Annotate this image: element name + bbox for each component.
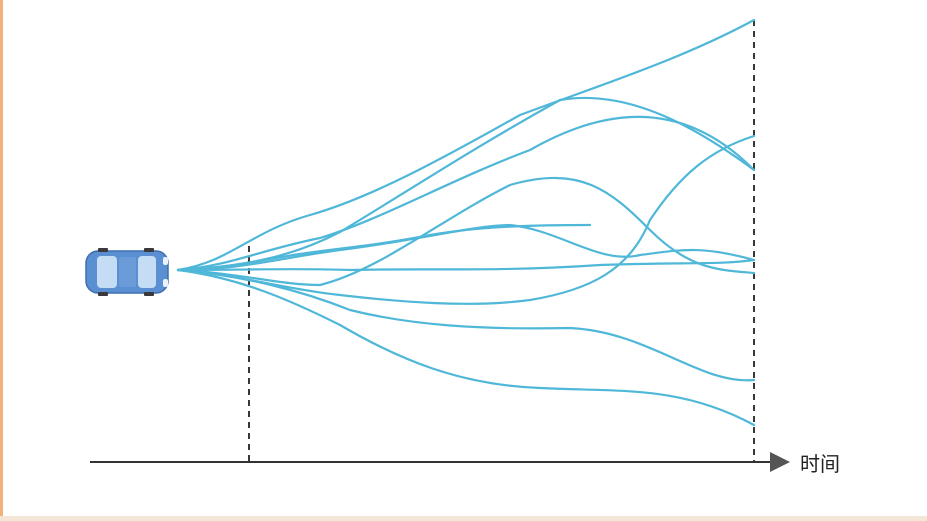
- frame-left-border: [0, 0, 3, 521]
- trajectory-group: [176, 18, 756, 427]
- trajectory-line: [176, 223, 756, 272]
- trajectory-line: [176, 223, 592, 272]
- trajectory-line: [176, 268, 756, 427]
- trajectory-line: [176, 115, 756, 272]
- trajectory-line: [176, 18, 756, 272]
- trajectory-line: [176, 258, 756, 272]
- arrow-right-icon: [770, 452, 790, 472]
- time-axis-label: 时间: [800, 452, 840, 476]
- frame-bottom-border: [0, 516, 927, 521]
- trajectory-line: [176, 134, 756, 305]
- car-icon: [85, 248, 169, 296]
- trajectory-line: [176, 176, 756, 287]
- trajectory-line: [176, 268, 756, 382]
